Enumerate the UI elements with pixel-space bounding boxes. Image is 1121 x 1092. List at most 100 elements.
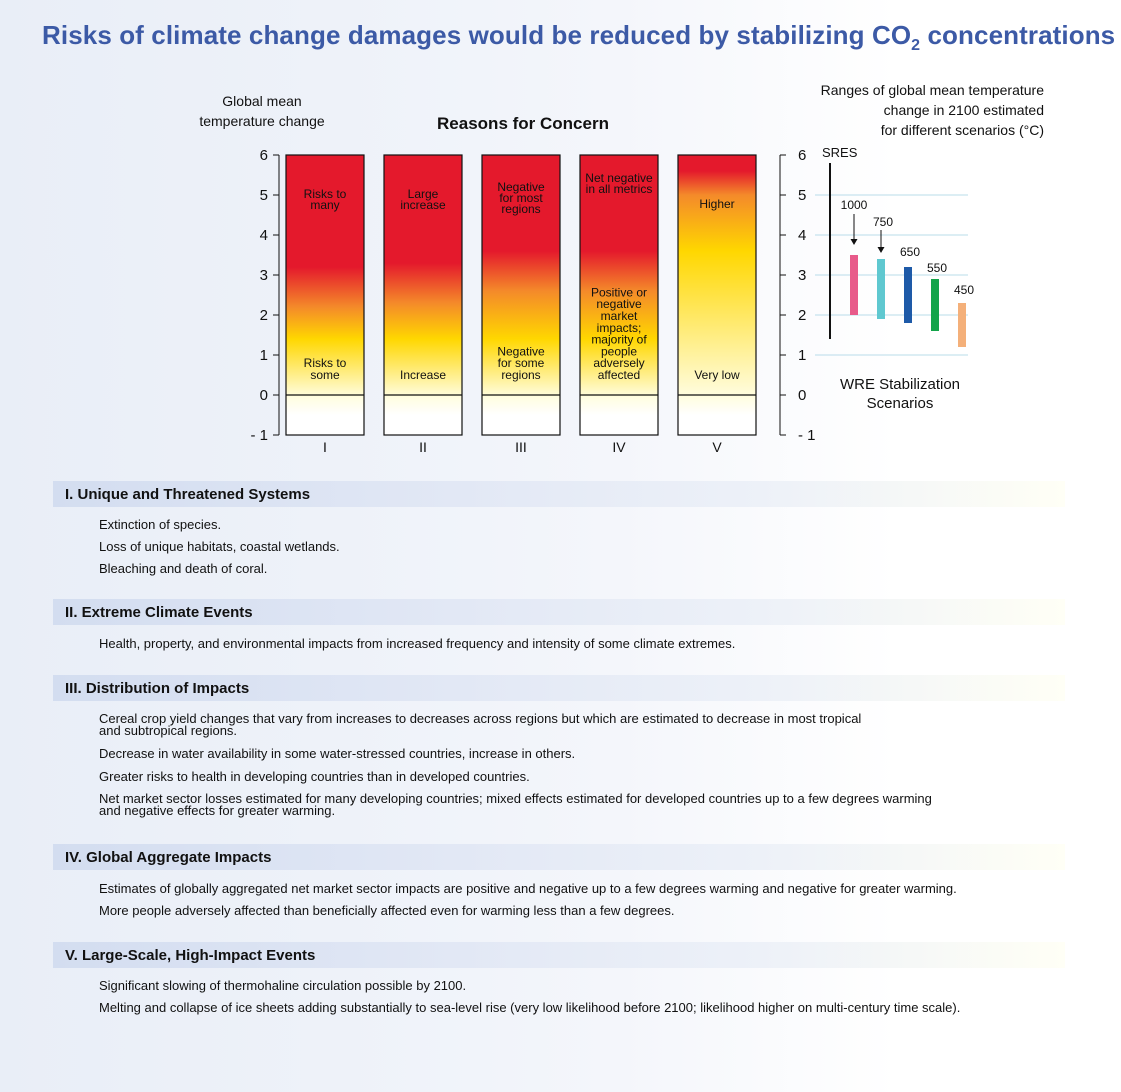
scenario-panel-title: Ranges of global mean temperature	[821, 82, 1045, 98]
chart-title: Reasons for Concern	[437, 114, 609, 133]
section-item-line: Significant slowing of thermohaline circ…	[99, 978, 467, 993]
section-item-line: Bleaching and death of coral.	[99, 561, 268, 576]
section-item: Greater risks to health in developing co…	[99, 769, 1049, 784]
wre-scenarios-label: Scenarios	[867, 395, 934, 412]
bar-bottom-label: Positive or	[591, 285, 647, 299]
bar-bottom-label: impacts;	[597, 321, 642, 335]
section-item: Net market sector losses estimated for m…	[99, 791, 1049, 818]
y-tick-label-right: 4	[798, 227, 806, 244]
section-item-line: More people adversely affected than bene…	[99, 903, 675, 918]
wre-scenarios-label: WRE Stabilization	[840, 376, 960, 393]
y-tick-label-left: 1	[260, 347, 268, 364]
title-end: concentrations	[920, 20, 1116, 50]
section-header: IV. Global Aggregate Impacts	[53, 844, 1065, 870]
page-title: Risks of climate change damages would be…	[42, 20, 1115, 55]
x-tick-label: IV	[612, 439, 626, 455]
bar-bottom-label: Very low	[694, 368, 740, 382]
bar-bottom-label: market	[601, 309, 638, 323]
scenario-panel-title: for different scenarios (°C)	[881, 122, 1044, 138]
section-title: IV. Global Aggregate Impacts	[65, 849, 272, 866]
bar-bottom-label: people	[601, 344, 637, 358]
y-tick-label-right: 6	[798, 147, 806, 164]
section-item-line: and subtropical regions.	[99, 723, 238, 738]
section-item-line: Extinction of species.	[99, 517, 222, 532]
title-subscript: 2	[911, 37, 921, 55]
y-tick-label-left: 5	[260, 187, 268, 204]
y-tick-label-left: - 1	[250, 427, 268, 444]
section-item: Significant slowing of thermohaline circ…	[99, 978, 1049, 993]
section-item: Cereal crop yield changes that vary from…	[99, 711, 1049, 738]
scenario-range-bar	[931, 279, 939, 331]
bar-bottom-label: majority of	[591, 333, 647, 347]
y-tick-label-left: 6	[260, 147, 268, 164]
arrow-head	[877, 247, 885, 253]
bar-top-label: in all metrics	[586, 182, 653, 196]
scenario-range-bar	[958, 303, 966, 347]
y-tick-label-right: 5	[798, 187, 806, 204]
section-item-line: Decrease in water availability in some w…	[99, 746, 576, 761]
section-item: Melting and collapse of ice sheets addin…	[99, 1000, 1049, 1015]
y-tick-label-right: - 1	[798, 427, 816, 444]
bar-bottom-label: for some	[498, 356, 545, 370]
scenario-range-label: 750	[873, 215, 893, 229]
concern-bar	[579, 154, 659, 436]
section-item-line: Greater risks to health in developing co…	[99, 769, 530, 784]
y-tick-label-left: 4	[260, 227, 268, 244]
bar-bottom-label: affected	[598, 368, 640, 382]
bar-top-label: Negative	[497, 180, 545, 194]
section-title: V. Large-Scale, High-Impact Events	[65, 947, 316, 964]
y-tick-label-right: 2	[798, 307, 806, 324]
bar-bottom-label: regions	[501, 368, 540, 382]
bar-bottom-label: some	[310, 368, 340, 382]
scenario-range-label: 450	[954, 283, 974, 297]
scenario-range-bar	[877, 259, 885, 319]
scenario-range-bar	[904, 267, 912, 323]
bar-bottom-label: Risks to	[304, 356, 347, 370]
section-title: I. Unique and Threatened Systems	[65, 486, 311, 503]
section-item-line: and negative effects for greater warming…	[99, 803, 336, 818]
section-item-line: Health, property, and environmental impa…	[99, 636, 736, 651]
section-item: Loss of unique habitats, coastal wetland…	[99, 539, 1049, 554]
y-tick-label-left: 2	[260, 307, 268, 324]
section-header: I. Unique and Threatened Systems	[53, 481, 1065, 507]
x-tick-label: V	[712, 439, 722, 455]
concern-bar	[677, 154, 757, 436]
section-item: Health, property, and environmental impa…	[99, 636, 1049, 651]
bar-top-label: many	[310, 198, 339, 212]
y-tick-label-left: 0	[260, 387, 268, 404]
section-item-line: Loss of unique habitats, coastal wetland…	[99, 539, 340, 554]
x-tick-label: II	[419, 439, 427, 455]
section-title: III. Distribution of Impacts	[65, 680, 250, 697]
section-item: More people adversely affected than bene…	[99, 903, 1049, 918]
y-tick-label-right: 0	[798, 387, 806, 404]
bar-top-label: Net negative	[585, 171, 653, 185]
section-header: II. Extreme Climate Events	[53, 599, 1065, 625]
section-item: Extinction of species.	[99, 517, 1049, 532]
bar-top-label: Risks to	[304, 187, 347, 201]
bar-top-label: regions	[501, 202, 540, 216]
scenario-range-label: 1000	[841, 198, 868, 212]
scenario-panel-title: change in 2100 estimated	[884, 102, 1044, 118]
scenario-range-label: 550	[927, 261, 947, 275]
y-axis-label: Global mean	[222, 93, 301, 109]
section-header: III. Distribution of Impacts	[53, 675, 1065, 701]
section-item-line: Estimates of globally aggregated net mar…	[99, 881, 957, 896]
concern-bar	[481, 154, 561, 436]
y-tick-label-left: 3	[260, 267, 268, 284]
section-item-line: Net market sector losses estimated for m…	[99, 791, 932, 806]
concern-bar	[383, 154, 463, 436]
section-item: Decrease in water availability in some w…	[99, 746, 1049, 761]
bar-top-label: increase	[400, 198, 446, 212]
bar-bottom-label: negative	[596, 297, 642, 311]
section-item: Bleaching and death of coral.	[99, 561, 1049, 576]
section-item-line: Melting and collapse of ice sheets addin…	[99, 1000, 961, 1015]
section-item-line: Cereal crop yield changes that vary from…	[99, 711, 862, 726]
y-axis-label: temperature change	[199, 113, 325, 129]
title-main: Risks of climate change damages would be…	[42, 20, 912, 50]
x-tick-label: III	[515, 439, 527, 455]
bar-bottom-label: adversely	[593, 356, 644, 370]
bar-top-label: Higher	[699, 197, 734, 211]
scenario-range-label: 650	[900, 245, 920, 259]
y-tick-label-right: 3	[798, 267, 806, 284]
